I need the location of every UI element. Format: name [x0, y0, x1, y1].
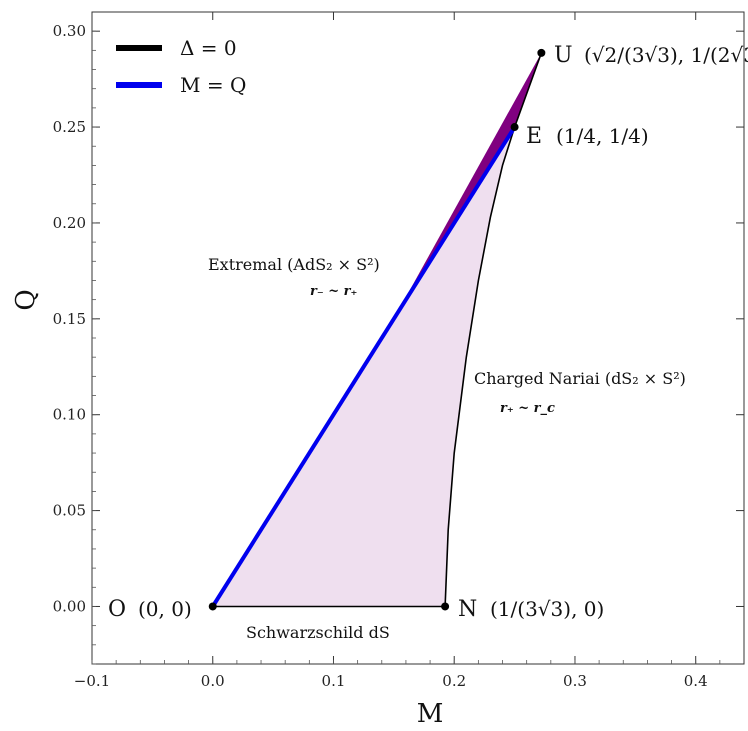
x-tick-label: 0.2	[442, 672, 466, 690]
extremal-label: Extremal (AdS₂ × S²)	[208, 255, 380, 274]
x-tick-label: 0.4	[684, 672, 708, 690]
y-axis-title: Q	[11, 289, 41, 310]
point-n-annotation: N (1/(3√3), 0)	[458, 597, 604, 622]
point-n-coord: (1/(3√3), 0)	[490, 597, 604, 621]
y-tick-label: 0.20	[53, 214, 86, 232]
point-u-marker	[537, 48, 546, 57]
region-fill-1	[393, 52, 542, 319]
point-o-marker	[208, 602, 217, 611]
y-axis-ticks: 0.00 0.05 0.10 0.15 0.20 0.25 0.30	[53, 22, 744, 665]
point-u-label: U	[554, 43, 573, 68]
x-tick-label: 0.1	[322, 672, 346, 690]
y-tick-label: 0.25	[53, 118, 86, 136]
x-axis-ticks: −0.1 0.0 0.1 0.2 0.3 0.4	[74, 12, 721, 690]
point-e-coord: (1/4, 1/4)	[556, 124, 649, 148]
legend-label-mq: M = Q	[180, 73, 246, 97]
series-lines	[211, 52, 543, 608]
x-tick-label: 0.3	[563, 672, 587, 690]
region-fill-0	[212, 127, 515, 607]
y-tick-label: 0.10	[53, 406, 86, 424]
y-tick-label: 0.00	[53, 597, 86, 615]
special-points	[208, 48, 546, 611]
point-e-label: E	[526, 124, 542, 149]
nariai-sub-label: r₊ ~ r_c	[500, 401, 555, 416]
nariai-label: Charged Nariai (dS₂ × S²)	[474, 369, 686, 388]
x-tick-label: 0.0	[201, 672, 225, 690]
extremal-sub-label: r₋ ~ r₊	[310, 284, 357, 299]
x-tick-label: −0.1	[74, 672, 110, 690]
x-axis-title: M	[417, 699, 444, 729]
point-e-annotation: E (1/4, 1/4)	[526, 124, 649, 149]
point-n-label: N	[458, 597, 477, 622]
point-o-label: O	[108, 597, 126, 622]
y-tick-label: 0.30	[53, 22, 86, 40]
schwarzschild-label: Schwarzschild dS	[246, 623, 390, 642]
point-o-annotation: O (0, 0)	[108, 597, 192, 622]
series-0-segment-1	[444, 126, 516, 607]
y-tick-label: 0.05	[53, 502, 86, 520]
region-fills	[212, 52, 542, 607]
legend: Δ = 0 M = Q	[116, 36, 246, 97]
series-1-segment-0	[211, 126, 517, 608]
point-o-coord: (0, 0)	[138, 597, 192, 621]
point-u-coord: (√2/(3√3), 1/(2√3))	[584, 43, 748, 67]
point-e-marker	[510, 123, 519, 132]
y-tick-label: 0.15	[53, 310, 86, 328]
point-u-annotation: U (√2/(3√3), 1/(2√3))	[554, 43, 748, 68]
legend-label-delta: Δ = 0	[180, 36, 237, 60]
point-n-marker	[441, 602, 450, 611]
